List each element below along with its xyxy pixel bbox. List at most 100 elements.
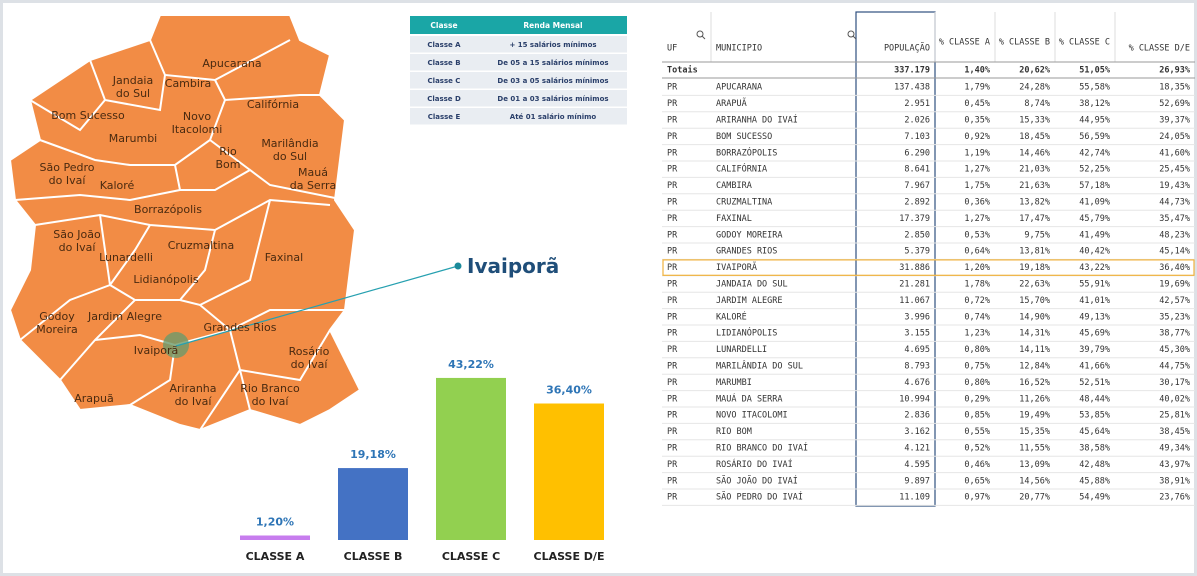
- legend-row-bg: [410, 72, 627, 89]
- table-cell: 42,57%: [1159, 296, 1190, 306]
- map-label: Rosário: [289, 345, 330, 358]
- table-cell: RIO BOM: [716, 427, 752, 437]
- totals-cell: 20,62%: [1019, 66, 1051, 76]
- map-label: Rio: [219, 145, 237, 158]
- table-cell: 19,43%: [1159, 181, 1190, 191]
- table-cell: 38,12%: [1079, 99, 1110, 109]
- table-cell: 0,65%: [964, 476, 990, 486]
- table-cell: 52,25%: [1079, 165, 1110, 175]
- table-cell: PR: [667, 460, 678, 470]
- table-cell: 21,03%: [1019, 165, 1050, 175]
- table-cell: 2.836: [904, 411, 930, 421]
- table-cell: 38,91%: [1159, 476, 1190, 486]
- map-label: do Sul: [273, 150, 307, 163]
- table-cell: 44,75%: [1159, 362, 1190, 372]
- legend-row-bg: [410, 90, 627, 107]
- table-cell: 43,22%: [1079, 263, 1110, 273]
- map-label: Ariranha: [169, 382, 216, 395]
- table-cell: PR: [667, 99, 678, 109]
- table-cell: 39,79%: [1079, 345, 1110, 355]
- map-label: São Pedro: [40, 161, 95, 174]
- map-label: São João: [53, 228, 101, 241]
- table-cell: PR: [667, 345, 678, 355]
- map-label: do Ivaí: [49, 174, 87, 187]
- table-cell: 0,64%: [964, 247, 990, 257]
- column-header: POPULAÇÃO: [884, 43, 930, 54]
- table-cell: 44,95%: [1079, 116, 1110, 126]
- table-cell: PR: [667, 230, 678, 240]
- column-header: UF: [667, 44, 677, 54]
- table-cell: 14,90%: [1019, 312, 1050, 322]
- table-cell: 0,80%: [964, 345, 990, 355]
- search-icon: [847, 30, 855, 38]
- table-cell: 0,72%: [964, 296, 990, 306]
- category-label: CLASSE C: [442, 550, 500, 563]
- table-cell: PR: [667, 329, 678, 339]
- table-cell: FAXINAL: [716, 214, 752, 224]
- table-cell: 13,09%: [1019, 460, 1050, 470]
- table-cell: 49,34%: [1159, 444, 1190, 454]
- legend-cell: Classe E: [428, 113, 461, 121]
- table-cell: 45,88%: [1079, 476, 1110, 486]
- table-cell: PR: [667, 83, 678, 93]
- table-cell: LIDIANÓPOLIS: [716, 327, 777, 339]
- table-cell: 12,84%: [1019, 362, 1050, 372]
- map-label: do Ivaí: [59, 241, 97, 254]
- table-cell: 56,59%: [1079, 132, 1110, 142]
- table-cell: 1,23%: [964, 329, 990, 339]
- table-cell: PR: [667, 247, 678, 257]
- table-cell: 15,33%: [1019, 116, 1050, 126]
- table-cell: 0,97%: [964, 493, 990, 503]
- table-cell: 21,63%: [1019, 181, 1050, 191]
- table-cell: 0,45%: [964, 99, 990, 109]
- search-icon: [701, 35, 706, 40]
- table-cell: 44,73%: [1159, 198, 1190, 208]
- table-cell: 1,79%: [964, 83, 990, 93]
- map-label: Mauá: [298, 166, 328, 179]
- totals-cell: 51,05%: [1079, 66, 1111, 76]
- column-header: % CLASSE B: [999, 38, 1050, 48]
- map-label: Bom: [216, 158, 241, 171]
- table-cell: 0,53%: [964, 230, 990, 240]
- callout-line: [175, 265, 459, 347]
- table-cell: 14,46%: [1019, 148, 1050, 158]
- category-label: CLASSE B: [344, 550, 403, 563]
- table-cell: 36,40%: [1159, 263, 1190, 273]
- legend-header: Renda Mensal: [523, 21, 582, 30]
- table-cell: 1,75%: [964, 181, 990, 191]
- table-cell: SÃO PEDRO DO IVAÍ: [716, 491, 803, 503]
- table-cell: 16,52%: [1019, 378, 1050, 388]
- map-label: Grandes Rios: [204, 321, 277, 334]
- map-label: Rio Branco: [240, 382, 300, 395]
- table-cell: 0,55%: [964, 427, 990, 437]
- map-label: do Sul: [116, 87, 150, 100]
- table-cell: 19,18%: [1019, 263, 1050, 273]
- table-cell: PR: [667, 263, 678, 273]
- table-cell: 9.897: [904, 476, 930, 486]
- table-cell: 43,97%: [1159, 460, 1190, 470]
- table-cell: 41,49%: [1079, 230, 1110, 240]
- legend-cell: De 03 a 05 salários mínimos: [497, 77, 608, 85]
- table-cell: 11.109: [899, 493, 930, 503]
- table-cell: 45,64%: [1079, 427, 1110, 437]
- table-cell: 53,85%: [1079, 411, 1110, 421]
- table-cell: 42,48%: [1079, 460, 1110, 470]
- bar: [534, 403, 604, 540]
- highlight-circle: [163, 332, 189, 358]
- table-cell: 6.290: [904, 148, 930, 158]
- table-cell: 4.676: [904, 378, 930, 388]
- table-cell: GODOY MOREIRA: [716, 230, 783, 240]
- legend-row-bg: [410, 36, 627, 53]
- table-cell: 5.379: [904, 247, 930, 257]
- table-cell: 11,55%: [1019, 444, 1050, 454]
- table-cell: 55,58%: [1079, 83, 1110, 93]
- bar: [436, 377, 506, 540]
- map-label: Faxinal: [265, 251, 303, 264]
- table-cell: 0,35%: [964, 116, 990, 126]
- table-cell: 8.641: [904, 165, 930, 175]
- table-cell: GRANDES RIOS: [716, 247, 777, 257]
- map-label: Jandaia: [112, 74, 153, 87]
- table-cell: 20,77%: [1019, 493, 1050, 503]
- table-cell: 11.067: [899, 296, 930, 306]
- legend-cell: + 15 salários mínimos: [509, 41, 596, 49]
